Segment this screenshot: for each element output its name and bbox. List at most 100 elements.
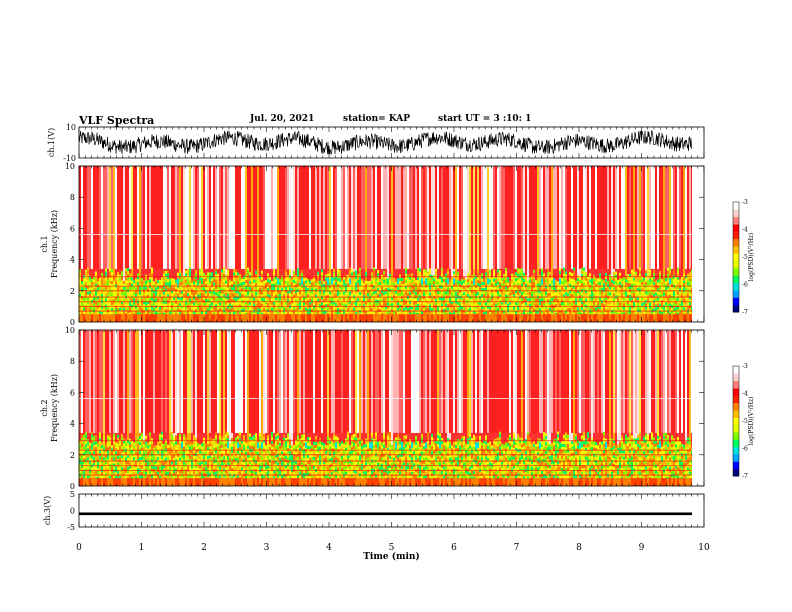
spectrogram-cell — [593, 299, 595, 303]
spectrogram-cell — [337, 298, 339, 302]
spectrogram-cell — [265, 301, 267, 305]
spectrogram-cell — [645, 314, 647, 322]
spectrogram-cell — [379, 287, 381, 291]
spectrogram-cell — [417, 279, 419, 283]
spectrogram-cell — [219, 302, 221, 306]
spectrogram-cell — [497, 272, 499, 276]
spectrogram-cell — [237, 272, 239, 276]
spectrogram-cell — [273, 268, 275, 272]
spectrogram-cell — [565, 277, 567, 281]
spectrogram-cell — [327, 314, 329, 322]
spectrogram-cell — [201, 290, 203, 294]
spectrogram-cell — [411, 288, 413, 292]
spectrogram-cell — [487, 287, 489, 291]
spectrogram-cell — [417, 300, 419, 304]
spectrogram-cell — [621, 299, 623, 303]
spectrogram-cell — [121, 310, 123, 314]
spectrogram-cell — [597, 287, 599, 291]
spectrogram-cell — [405, 314, 407, 322]
spectrogram-cell — [429, 310, 431, 314]
spectrogram-cell — [147, 291, 149, 295]
spectrogram-cell — [613, 314, 615, 322]
spectrogram-cell — [491, 277, 493, 281]
spectrogram-cell — [365, 286, 367, 290]
spectrogram-cell — [347, 289, 349, 293]
spectrogram-cell — [405, 303, 407, 307]
spectrogram-cell — [685, 308, 687, 312]
spectrogram-column — [239, 166, 241, 269]
spectrogram-cell — [497, 278, 499, 282]
spectrogram-cell — [653, 290, 655, 294]
spectrogram-cell — [407, 314, 409, 322]
spectrogram-cell — [419, 292, 421, 296]
spectrogram-column — [313, 166, 315, 269]
spectrogram-cell — [225, 292, 227, 296]
spectrogram-cell — [81, 467, 83, 471]
spectrogram-cell — [661, 282, 663, 286]
spectrogram-cell — [131, 310, 133, 314]
spectrogram-cell — [529, 304, 531, 308]
spectrogram-cell — [373, 303, 375, 307]
spectrogram-cell — [489, 291, 491, 295]
spectrogram-cell — [665, 281, 667, 285]
spectrogram-cell — [375, 296, 377, 300]
spectrogram-cell — [321, 311, 323, 315]
spectrogram-cell — [357, 307, 359, 311]
spectrogram-cell — [201, 308, 203, 312]
spectrogram-cell — [137, 314, 139, 322]
spectrogram-cell — [447, 283, 449, 287]
spectrogram-cell — [149, 279, 151, 283]
spectrogram-cell — [427, 292, 429, 296]
spectrogram-cell — [139, 282, 141, 286]
spectrogram-cell — [661, 288, 663, 292]
spectrogram-cell — [437, 290, 439, 294]
spectrogram-cell — [79, 302, 81, 306]
spectrogram-cell — [491, 280, 493, 284]
spectrogram-cell — [245, 310, 247, 314]
spectrogram-column — [569, 166, 571, 269]
figure-title: VLF Spectra — [79, 114, 155, 127]
spectrogram-cell — [265, 283, 267, 287]
spectrogram-cell — [157, 314, 159, 322]
spectrogram-column — [269, 166, 271, 269]
spectrogram-cell — [615, 289, 617, 293]
spectrogram-cell — [569, 308, 571, 312]
spectrogram-cell — [301, 273, 303, 277]
spectrogram-cell — [147, 285, 149, 289]
spectrogram-cell — [85, 305, 87, 309]
spectrogram-cell — [311, 294, 313, 298]
spectrogram-cell — [309, 314, 311, 322]
spectrogram-cell — [491, 314, 493, 322]
spectrogram-cell — [523, 275, 525, 279]
spectrogram-cell — [599, 285, 601, 289]
spectrogram-cell — [481, 312, 483, 316]
spectrogram-cell — [189, 314, 191, 322]
spectrogram-cell — [469, 280, 471, 284]
spectrogram-cell — [85, 308, 87, 312]
spectrogram-column — [685, 166, 687, 269]
spectrogram-cell — [631, 302, 633, 306]
spectrogram-cell — [659, 274, 661, 278]
spectrogram-cell — [561, 292, 563, 296]
spectrogram-cell — [149, 285, 151, 289]
spectrogram-cell — [95, 310, 97, 314]
spectrogram-cell — [547, 314, 549, 322]
spectrogram-cell — [383, 307, 385, 311]
spectrogram-cell — [391, 288, 393, 292]
spectrogram-column — [403, 166, 405, 269]
spectrogram-cell — [279, 312, 281, 316]
spectrogram-cell — [469, 310, 471, 314]
colorbar-segment — [733, 297, 739, 306]
spectrogram-cell — [401, 310, 403, 314]
spectrogram-cell — [515, 308, 517, 312]
spectrogram-cell — [205, 299, 207, 303]
spectrogram-cell — [127, 271, 129, 275]
spectrogram-cell — [511, 291, 513, 295]
spectrogram-cell — [493, 269, 495, 273]
spectrogram-cell — [685, 296, 687, 300]
spectrogram-cell — [341, 290, 343, 294]
spectrogram-cell — [395, 296, 397, 300]
spectrogram-cell — [647, 310, 649, 314]
spectrogram-cell — [607, 293, 609, 297]
spectrogram-cell — [365, 271, 367, 275]
